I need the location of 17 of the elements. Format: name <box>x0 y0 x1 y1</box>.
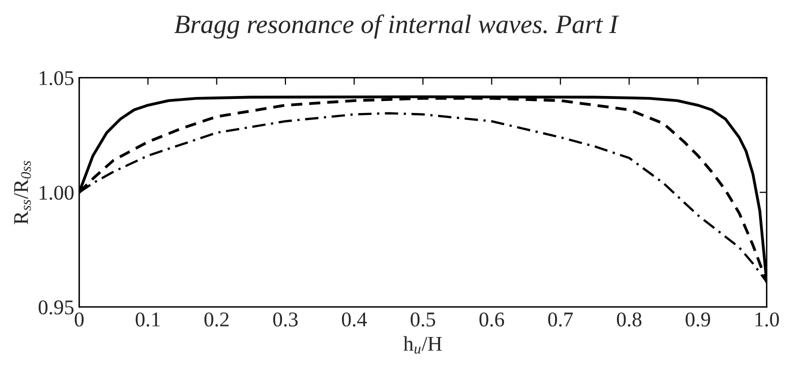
x-axis-title: h$_{u}$/H <box>403 336 442 354</box>
x-tick-label: 0.7 <box>548 312 573 327</box>
x-tick-label: 0.2 <box>204 312 229 327</box>
x-tick-label: 0.8 <box>616 312 642 327</box>
x-tick-label: 1.0 <box>755 312 779 327</box>
x-tick-label: 0.9 <box>686 312 710 327</box>
x-tick-label: 0.4 <box>342 312 367 327</box>
chart-title: Bragg resonance of internal waves. Part I <box>174 14 619 39</box>
x-tick-label: 0.6 <box>479 312 504 327</box>
x-tick-label: 0 <box>74 312 84 327</box>
x-tick-label: 0.5 <box>410 312 436 327</box>
y-tick-label: 1.05 <box>40 71 74 86</box>
x-tick-label: 0.1 <box>136 312 160 327</box>
y-axis-title: R$_{ss}$/R$_{0ss}$ <box>14 160 31 224</box>
x-tick-label: 0.3 <box>273 312 298 327</box>
y-tick-label: 0.95 <box>38 300 74 315</box>
y-tick-label: 1.00 <box>40 186 74 200</box>
